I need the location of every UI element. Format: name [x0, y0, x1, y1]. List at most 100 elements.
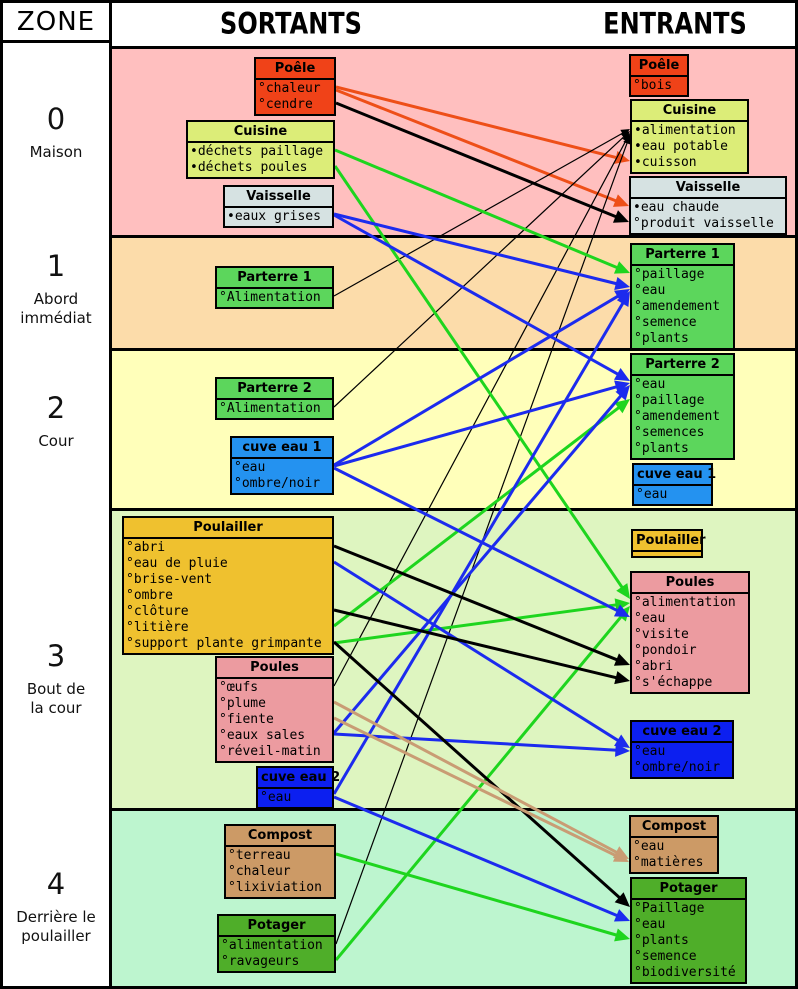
box-title: Vaisselle [631, 178, 785, 199]
box-items: •eaux grises [225, 208, 332, 226]
box-items: •eau chaude °produit vaisselle [631, 199, 785, 233]
box-item: °plume [219, 696, 266, 711]
box-item: °Paillage [634, 901, 705, 916]
zone-column: ZONE 0 Maison 1 Abord immédiat 2 Cour 3 Bout de l… [3, 3, 112, 986]
box-item: °paillage [634, 393, 705, 408]
box-item: °eau [260, 790, 292, 805]
box-cuve-eau-1-sortants: cuve eau 1 °eau °ombre/noir [230, 436, 334, 495]
box-item: °terreau [228, 848, 291, 863]
zone-number: 1 [46, 249, 66, 283]
box-potager-entrants: Potager °Paillage °eau °plants °semence °biod… [630, 877, 747, 984]
box-title: Parterre 2 [217, 379, 332, 400]
zone-name: Abord immédiat [20, 290, 92, 327]
box-item: °clôture [126, 604, 189, 619]
box-item: °ombre/noir [234, 476, 321, 491]
box-item: °abri [634, 659, 674, 674]
box-item: °visite [634, 627, 689, 642]
box-item: °ombre [126, 588, 173, 603]
box-item: °eau de pluie [126, 556, 228, 571]
box-title: Poulailler [124, 518, 332, 539]
box-item: °abri [126, 540, 166, 555]
zone-name: Cour [38, 432, 74, 450]
box-item: °semence [634, 949, 697, 964]
box-item: °eau [634, 611, 666, 626]
box-items: °paillage °eau °amendement °semence °plants [632, 266, 733, 348]
zone-column-title: ZONE [16, 6, 96, 37]
box-poele-sortants: Poêle °chaleur °cendre [254, 57, 336, 116]
box-item: °brise-vent [126, 572, 213, 587]
zone-name: Maison [29, 143, 83, 161]
box-cuve-eau-2-sortants: cuve eau 2 °eau [256, 766, 340, 809]
box-items: °bois [631, 77, 687, 95]
box-items: °alimentation °eau °visite °pondoir °abri °s'… [632, 594, 748, 692]
box-item: °amendement [634, 299, 721, 314]
box-parterre1-sortants: Parterre 1 °Alimentation [215, 266, 334, 309]
box-items: °Alimentation [217, 289, 332, 307]
box-items: °eau °matières [631, 838, 717, 872]
box-item: •déchets paillage [190, 144, 324, 159]
box-item: °plants [634, 331, 689, 346]
box-title: Poulailler [633, 531, 706, 552]
box-items: °œufs °plume °fiente °eaux sales °réveil-mat… [217, 679, 332, 761]
box-title: Cuisine [632, 101, 747, 122]
box-item: °chaleur [258, 81, 321, 96]
box-parterre2-entrants: Parterre 2 °eau °paillage °amendement °semen… [630, 353, 735, 460]
box-item: °alimentation [221, 938, 323, 953]
box-item: °semences [634, 425, 705, 440]
zone-label-0: 0 Maison [3, 103, 109, 162]
box-item: °produit vaisselle [633, 216, 774, 231]
box-poele-entrants: Poêle °bois [629, 54, 689, 97]
box-title: Poêle [631, 56, 687, 77]
box-items: •déchets paillage •déchets poules [188, 143, 333, 177]
zone-number: 0 [46, 102, 66, 136]
box-item: °eau [636, 487, 668, 502]
zone-number: 3 [46, 639, 66, 673]
box-title: Parterre 1 [632, 245, 733, 266]
box-item: °eau [634, 917, 666, 932]
box-item: °cendre [258, 97, 313, 112]
box-item: °plants [634, 441, 689, 456]
box-item: •alimentation [634, 123, 736, 138]
box-item: •déchets poules [190, 160, 308, 175]
box-poulailler-sortants: Poulailler °abri °eau de pluie °brise-vent °… [122, 516, 334, 655]
box-items: °Alimentation [217, 400, 332, 418]
box-title: Parterre 1 [217, 268, 332, 289]
box-potager-sortants: Potager °alimentation °ravageurs [217, 914, 336, 973]
box-item: °Alimentation [219, 290, 321, 305]
box-item: °eau [633, 839, 665, 854]
box-item: °ravageurs [221, 954, 300, 969]
box-items: °terreau °chaleur °lixiviation [226, 847, 334, 897]
zone-column-header: ZONE [3, 3, 109, 43]
box-title: cuve eau 2 [258, 768, 340, 789]
box-cuve-eau-2-entrants: cuve eau 2 °eau °ombre/noir [630, 720, 734, 779]
box-item: °paillage [634, 267, 705, 282]
zone-label-3: 3 Bout de la cour [3, 640, 109, 718]
box-title: Cuisine [188, 122, 333, 143]
box-items: °eau °ombre/noir [632, 743, 732, 777]
box-vaisselle-entrants: Vaisselle •eau chaude °produit vaisselle [629, 176, 787, 235]
box-item: °fiente [219, 712, 274, 727]
box-item: •eau chaude [633, 200, 720, 215]
column-header-entrants: ENTRANTS [603, 6, 747, 41]
box-title: Potager [632, 879, 745, 900]
box-compost-entrants: Compost °eau °matières [629, 815, 719, 874]
box-items: °chaleur °cendre [256, 80, 334, 114]
box-cuisine-sortants: Cuisine •déchets paillage •déchets poules [186, 120, 335, 179]
box-item: °amendement [634, 409, 721, 424]
box-item: •eaux grises [227, 209, 321, 224]
zone-number: 2 [46, 391, 66, 425]
box-items: °eau °paillage °amendement °semences °plants [632, 376, 733, 458]
box-item: °œufs [219, 680, 259, 695]
box-poules-entrants: Poules °alimentation °eau °visite °pondoir °a… [630, 571, 750, 694]
box-item: °alimentation [634, 595, 736, 610]
box-item: °eau [634, 283, 666, 298]
zone-label-4: 4 Derrière le poulailler [3, 868, 109, 946]
zone-name: Bout de la cour [26, 680, 86, 717]
box-items: °Paillage °eau °plants °semence °biodiversit… [632, 900, 745, 982]
zone-name: Derrière le poulailler [16, 908, 96, 945]
column-header-sortants: SORTANTS [220, 6, 362, 41]
box-items: °eau [258, 789, 332, 807]
box-item: °chaleur [228, 864, 291, 879]
box-poules-sortants: Poules °œufs °plume °fiente °eaux sales °réve… [215, 656, 334, 763]
